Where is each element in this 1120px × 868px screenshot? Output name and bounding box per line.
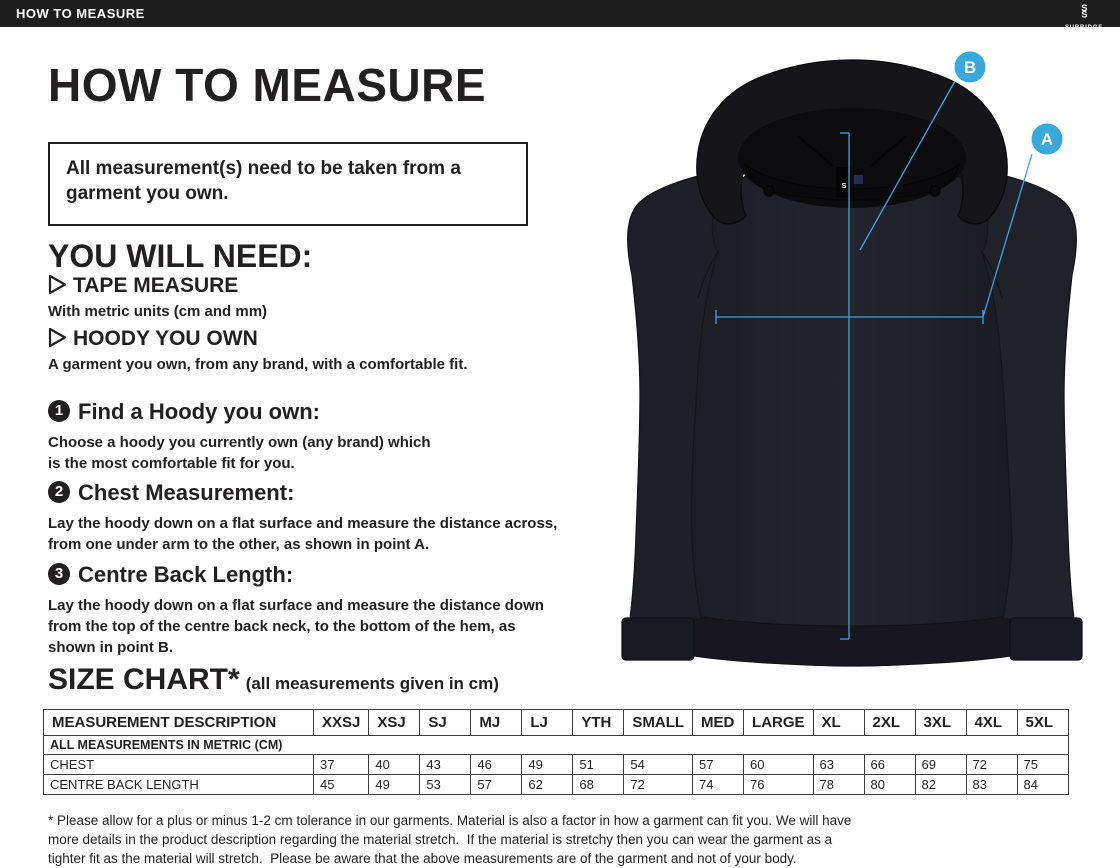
svg-text:S: S — [1081, 10, 1087, 19]
svg-text:S: S — [841, 181, 846, 190]
svg-text:A: A — [1041, 130, 1053, 149]
svg-text:B: B — [964, 58, 976, 77]
